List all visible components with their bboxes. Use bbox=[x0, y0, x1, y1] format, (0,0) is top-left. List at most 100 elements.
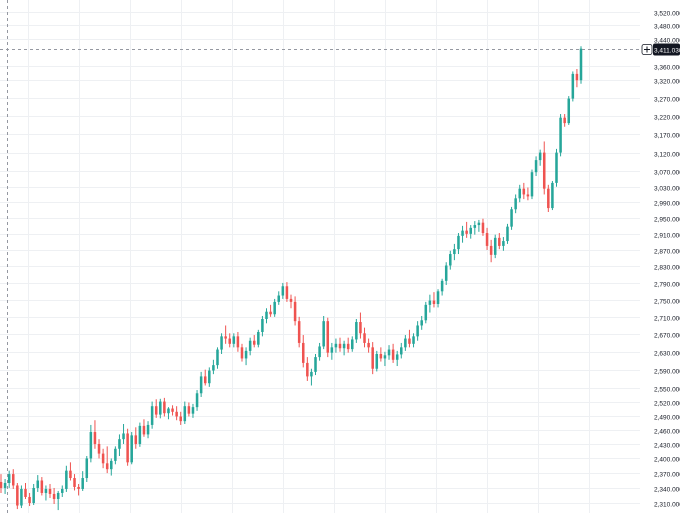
y-tick-label: 2,950.000 bbox=[654, 217, 680, 224]
candle bbox=[555, 148, 558, 187]
candle-body bbox=[281, 286, 285, 296]
candle-body bbox=[371, 347, 374, 369]
y-tick-label: 2,630.000 bbox=[654, 351, 680, 358]
candle bbox=[375, 350, 379, 372]
candle bbox=[277, 291, 281, 305]
candle bbox=[56, 490, 60, 511]
y-tick-label: 2,310.000 bbox=[654, 502, 680, 509]
candle bbox=[183, 401, 187, 424]
y-tick-label: 2,340.000 bbox=[654, 487, 680, 494]
candle bbox=[359, 312, 362, 339]
candle bbox=[203, 369, 207, 386]
candle-body bbox=[175, 411, 178, 417]
candle-body bbox=[126, 433, 129, 463]
candle bbox=[224, 325, 227, 344]
y-tick-label: 2,520.000 bbox=[654, 401, 680, 408]
candle-body bbox=[575, 73, 579, 81]
candle-body bbox=[351, 339, 354, 350]
candle bbox=[383, 351, 387, 367]
candle-body bbox=[359, 322, 362, 334]
candle-body bbox=[167, 408, 170, 414]
candle bbox=[118, 434, 121, 457]
candle-body bbox=[61, 488, 64, 493]
candle bbox=[191, 403, 195, 418]
candle-body bbox=[485, 233, 489, 246]
candle bbox=[297, 316, 301, 348]
candle bbox=[416, 321, 419, 341]
candle bbox=[547, 184, 550, 213]
candle bbox=[391, 343, 395, 363]
candle-body bbox=[0, 481, 3, 488]
candle-body bbox=[232, 336, 236, 344]
candle-body bbox=[563, 117, 566, 124]
candle-body bbox=[297, 321, 301, 343]
candle-body bbox=[355, 322, 358, 340]
candle-body bbox=[16, 485, 19, 506]
candle bbox=[551, 180, 554, 211]
candle bbox=[465, 221, 468, 238]
candle bbox=[142, 419, 146, 437]
candle-body bbox=[248, 340, 252, 351]
candle-body bbox=[387, 349, 391, 356]
candle-body bbox=[216, 349, 219, 366]
candle-body bbox=[567, 98, 571, 124]
candle bbox=[481, 218, 485, 236]
candle bbox=[424, 301, 428, 324]
candle bbox=[61, 485, 64, 497]
candle bbox=[199, 371, 203, 397]
candle-body bbox=[187, 406, 191, 414]
candle bbox=[367, 338, 370, 353]
candle-body bbox=[395, 354, 399, 360]
candle bbox=[171, 405, 174, 416]
candle bbox=[289, 294, 293, 309]
candle bbox=[77, 483, 80, 496]
candle-body bbox=[379, 353, 383, 359]
candle-body bbox=[477, 222, 481, 226]
candle-body bbox=[114, 448, 117, 461]
candle-body bbox=[469, 227, 472, 234]
candle bbox=[412, 333, 415, 348]
candle bbox=[400, 342, 403, 359]
candle bbox=[36, 475, 40, 492]
candle bbox=[187, 402, 191, 417]
candle bbox=[138, 422, 142, 447]
candle-body bbox=[163, 401, 166, 414]
candle-body bbox=[526, 194, 530, 197]
y-tick-label: 2,910.000 bbox=[654, 233, 680, 240]
candle bbox=[371, 342, 374, 375]
candle-body bbox=[93, 432, 97, 444]
candle bbox=[326, 317, 330, 358]
candle-body bbox=[220, 336, 223, 350]
candle bbox=[461, 225, 464, 243]
price-axis[interactable]: 2,310.000 2,340.000 2,370.000 2,400.000 2,43… bbox=[641, 11, 680, 509]
candle-body bbox=[449, 254, 452, 266]
candle-body bbox=[273, 301, 276, 315]
candle-body bbox=[400, 347, 403, 355]
candle bbox=[436, 289, 440, 308]
candle-body bbox=[522, 188, 526, 195]
candle-body bbox=[432, 300, 436, 305]
candle-body bbox=[293, 301, 297, 322]
candle-body bbox=[228, 338, 231, 344]
y-tick-label: 3,480.000 bbox=[654, 24, 680, 31]
candle bbox=[285, 282, 289, 302]
candle-body bbox=[530, 172, 534, 197]
candle-body bbox=[199, 376, 203, 394]
candle-body bbox=[314, 357, 317, 372]
candle-body bbox=[534, 160, 538, 173]
candle bbox=[457, 233, 460, 255]
add-alert-button[interactable] bbox=[641, 44, 653, 55]
candle-body bbox=[538, 152, 542, 161]
candle-body bbox=[412, 336, 415, 344]
candle-body bbox=[44, 488, 48, 493]
candle-body bbox=[498, 237, 501, 246]
candle bbox=[473, 221, 477, 235]
candle bbox=[16, 482, 19, 510]
candle-body bbox=[97, 443, 101, 454]
candle-body bbox=[440, 280, 444, 292]
candle-body bbox=[203, 376, 207, 384]
candle bbox=[11, 469, 15, 489]
candle-body bbox=[110, 460, 113, 470]
